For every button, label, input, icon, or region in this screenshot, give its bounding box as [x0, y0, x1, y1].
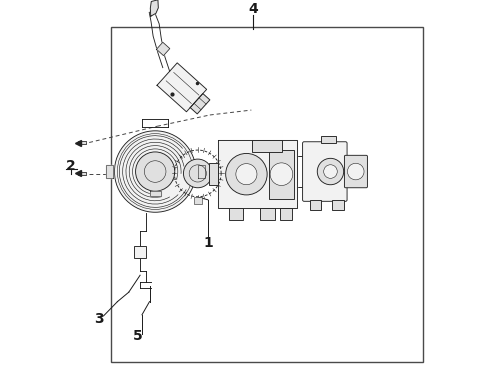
- Bar: [209, 163, 218, 185]
- Polygon shape: [218, 140, 297, 208]
- Bar: [310, 200, 321, 210]
- Text: 5: 5: [132, 329, 143, 343]
- Bar: [252, 140, 282, 152]
- Polygon shape: [157, 63, 206, 112]
- Text: 3: 3: [94, 311, 103, 326]
- Bar: [229, 208, 242, 220]
- Circle shape: [226, 153, 267, 195]
- Polygon shape: [190, 93, 210, 114]
- Bar: [77, 141, 86, 144]
- Bar: [332, 200, 344, 210]
- Bar: [134, 246, 146, 258]
- Text: 4: 4: [248, 2, 258, 17]
- Polygon shape: [106, 165, 113, 178]
- FancyBboxPatch shape: [302, 142, 347, 201]
- Text: 2: 2: [66, 159, 76, 173]
- Bar: [260, 208, 275, 220]
- Bar: [269, 150, 294, 199]
- Bar: [194, 197, 202, 204]
- Circle shape: [183, 159, 212, 188]
- Polygon shape: [156, 42, 170, 55]
- Circle shape: [114, 131, 196, 212]
- Circle shape: [324, 165, 337, 178]
- Polygon shape: [150, 191, 161, 196]
- Circle shape: [348, 163, 364, 180]
- Polygon shape: [198, 165, 204, 178]
- Bar: [111, 27, 423, 362]
- Circle shape: [236, 164, 257, 185]
- Polygon shape: [150, 0, 158, 16]
- Bar: [280, 208, 292, 220]
- Bar: [321, 136, 336, 143]
- FancyBboxPatch shape: [345, 155, 367, 188]
- Bar: [77, 172, 86, 175]
- Text: 1: 1: [203, 236, 213, 250]
- Circle shape: [135, 152, 175, 191]
- Circle shape: [317, 158, 344, 185]
- Circle shape: [270, 163, 293, 185]
